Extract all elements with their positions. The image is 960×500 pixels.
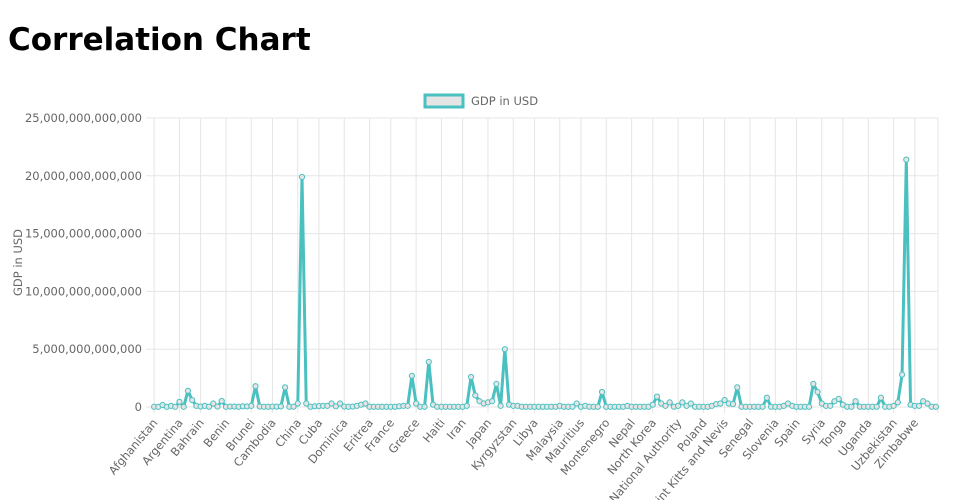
y-axis: 25,000,000,000,000 20,000,000,000,000 15,0…: [25, 111, 142, 414]
data-point[interactable]: [214, 403, 221, 410]
data-point[interactable]: [717, 400, 724, 407]
series-line-gdp: [154, 158, 936, 409]
data-point[interactable]: [924, 400, 931, 407]
series-points: [151, 156, 939, 410]
data-point[interactable]: [814, 388, 821, 396]
y-tick-label: 20,000,000,000,000: [25, 169, 142, 183]
data-point[interactable]: [848, 403, 855, 410]
data-point[interactable]: [277, 403, 284, 410]
y-tick-label: 0: [135, 400, 142, 414]
data-point[interactable]: [569, 403, 576, 410]
data-point[interactable]: [328, 400, 335, 407]
data-point[interactable]: [248, 402, 255, 409]
data-point[interactable]: [252, 383, 259, 390]
data-point[interactable]: [759, 403, 766, 410]
data-point[interactable]: [493, 380, 500, 387]
data-point[interactable]: [408, 372, 415, 379]
data-point[interactable]: [189, 396, 196, 404]
data-point[interactable]: [489, 398, 496, 405]
data-point[interactable]: [666, 399, 673, 406]
data-point[interactable]: [653, 393, 661, 400]
x-tick-label: Haiti: [420, 416, 448, 445]
data-point[interactable]: [472, 392, 479, 399]
legend-label-gdp[interactable]: GDP in USD: [471, 94, 538, 108]
y-tick-label: 5,000,000,000,000: [32, 342, 142, 356]
data-point[interactable]: [890, 402, 897, 409]
data-point[interactable]: [877, 394, 885, 401]
data-point[interactable]: [176, 398, 183, 405]
data-point[interactable]: [336, 400, 344, 407]
data-point[interactable]: [594, 403, 601, 410]
data-point[interactable]: [675, 402, 682, 409]
data-point[interactable]: [734, 384, 741, 391]
data-point[interactable]: [903, 156, 910, 163]
data-point[interactable]: [573, 400, 580, 407]
data-point[interactable]: [425, 358, 432, 366]
data-point[interactable]: [184, 387, 192, 394]
data-point[interactable]: [205, 403, 213, 410]
data-point[interactable]: [687, 400, 694, 407]
data-point[interactable]: [932, 403, 939, 410]
y-tick-label: 10,000,000,000,000: [25, 284, 142, 298]
data-point[interactable]: [915, 402, 923, 409]
data-point[interactable]: [729, 401, 737, 408]
data-point[interactable]: [501, 346, 508, 353]
data-point[interactable]: [362, 400, 369, 407]
data-point[interactable]: [898, 371, 906, 378]
data-point[interactable]: [497, 402, 504, 409]
x-axis: AfghanistanArgentinaBahrainBeninBruneiCa…: [106, 416, 921, 500]
data-point[interactable]: [303, 400, 310, 407]
data-point[interactable]: [413, 400, 420, 407]
data-point[interactable]: [463, 402, 470, 409]
data-point[interactable]: [421, 403, 428, 410]
data-point[interactable]: [763, 394, 770, 401]
data-point[interactable]: [649, 401, 656, 408]
data-point[interactable]: [180, 403, 187, 410]
data-point[interactable]: [852, 398, 859, 405]
data-point[interactable]: [598, 388, 606, 396]
data-point[interactable]: [404, 402, 411, 409]
data-point[interactable]: [218, 397, 225, 405]
data-point[interactable]: [679, 399, 686, 406]
data-point[interactable]: [806, 403, 813, 410]
data-point[interactable]: [662, 402, 669, 409]
legend[interactable]: GDP in USD: [423, 93, 538, 109]
data-point[interactable]: [835, 395, 842, 403]
data-point[interactable]: [873, 403, 880, 410]
data-point[interactable]: [827, 402, 834, 409]
y-tick-label: 15,000,000,000,000: [25, 227, 142, 241]
data-point[interactable]: [298, 173, 306, 181]
data-point[interactable]: [721, 396, 728, 404]
y-tick-label: 25,000,000,000,000: [25, 111, 142, 125]
data-point[interactable]: [467, 373, 475, 381]
data-point[interactable]: [210, 400, 217, 407]
legend-swatch-gdp[interactable]: [423, 93, 465, 109]
data-point[interactable]: [290, 403, 297, 410]
grid-lines: [146, 117, 939, 413]
data-point[interactable]: [332, 403, 339, 410]
data-point[interactable]: [294, 400, 301, 407]
y-axis-title: GDP in USD: [11, 229, 25, 296]
data-point[interactable]: [894, 399, 901, 406]
data-point[interactable]: [810, 380, 817, 387]
page-title: Correlation Chart: [8, 22, 311, 58]
data-point[interactable]: [172, 403, 179, 410]
data-point[interactable]: [282, 384, 289, 391]
